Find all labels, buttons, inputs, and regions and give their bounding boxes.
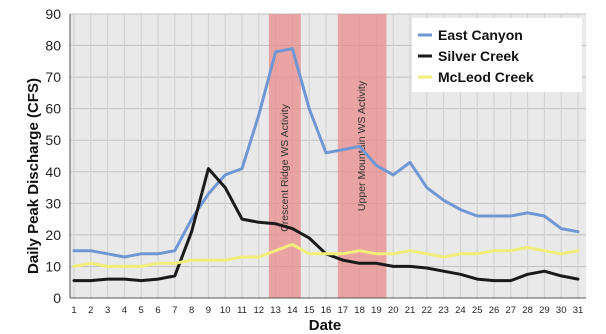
y-tick-label: 90	[45, 6, 61, 22]
x-tick-label: 30	[556, 305, 567, 316]
x-tick-label: 21	[405, 305, 416, 316]
y-tick-label: 30	[45, 195, 61, 211]
x-tick-label: 17	[338, 305, 349, 316]
x-tick-label: 9	[206, 305, 211, 316]
x-tick-label: 14	[287, 305, 298, 316]
y-tick-label: 40	[45, 164, 61, 180]
y-tick-label: 0	[53, 290, 61, 306]
y-tick-label: 60	[45, 101, 61, 117]
y-tick-label: 70	[45, 69, 61, 85]
x-tick-label: 7	[172, 305, 177, 316]
x-tick-label: 10	[220, 305, 231, 316]
series-lines	[72, 47, 580, 283]
x-tick-label: 3	[105, 305, 110, 316]
band-label: Crescent Ridge WS Activity	[279, 103, 291, 232]
x-axis-title: Date	[309, 317, 342, 334]
legend-box	[412, 18, 582, 92]
x-tick-label: 2	[88, 305, 93, 316]
x-tick-label: 8	[189, 305, 194, 316]
series-line	[72, 47, 580, 259]
axes	[69, 14, 586, 299]
x-tick-label: 12	[254, 305, 265, 316]
series-line	[72, 242, 580, 268]
x-tick-label: 24	[455, 305, 466, 316]
band-label: Upper Mountain WS Activity	[356, 80, 368, 211]
x-tick-label: 4	[122, 305, 127, 316]
x-tick-label: 18	[354, 305, 365, 316]
y-tick-label: 20	[45, 227, 61, 243]
x-tick-label: 26	[489, 305, 500, 316]
y-tick-label: 50	[45, 132, 61, 148]
y-tick-label: 80	[45, 38, 61, 54]
legend: East Canyon Silver Creek McLeod Creek	[412, 18, 582, 92]
x-tick-label: 11	[237, 305, 247, 316]
x-tick-label: 20	[388, 305, 399, 316]
x-tick-label: 25	[472, 305, 483, 316]
legend-label: McLeod Creek	[438, 69, 534, 85]
x-tick-label: 22	[422, 305, 433, 316]
x-tick-label: 29	[539, 305, 550, 316]
legend-label: East Canyon	[438, 27, 523, 43]
y-axis-title: Daily Peak Discharge (CFS)	[25, 78, 42, 274]
x-tick-label: 13	[270, 305, 281, 316]
x-tick-label: 23	[438, 305, 449, 316]
x-tick-label: 28	[522, 305, 533, 316]
x-tick-label: 15	[304, 305, 315, 316]
x-tick-label: 16	[321, 305, 332, 316]
x-tick-label: 19	[371, 305, 382, 316]
legend-label: Silver Creek	[438, 48, 519, 64]
x-tick-label: 1	[71, 305, 76, 316]
x-tick-label: 5	[139, 305, 144, 316]
y-tick-label: 10	[45, 258, 61, 274]
x-tick-label: 6	[155, 305, 160, 316]
x-tick-label: 31	[573, 305, 584, 316]
x-tick-label: 27	[506, 305, 517, 316]
